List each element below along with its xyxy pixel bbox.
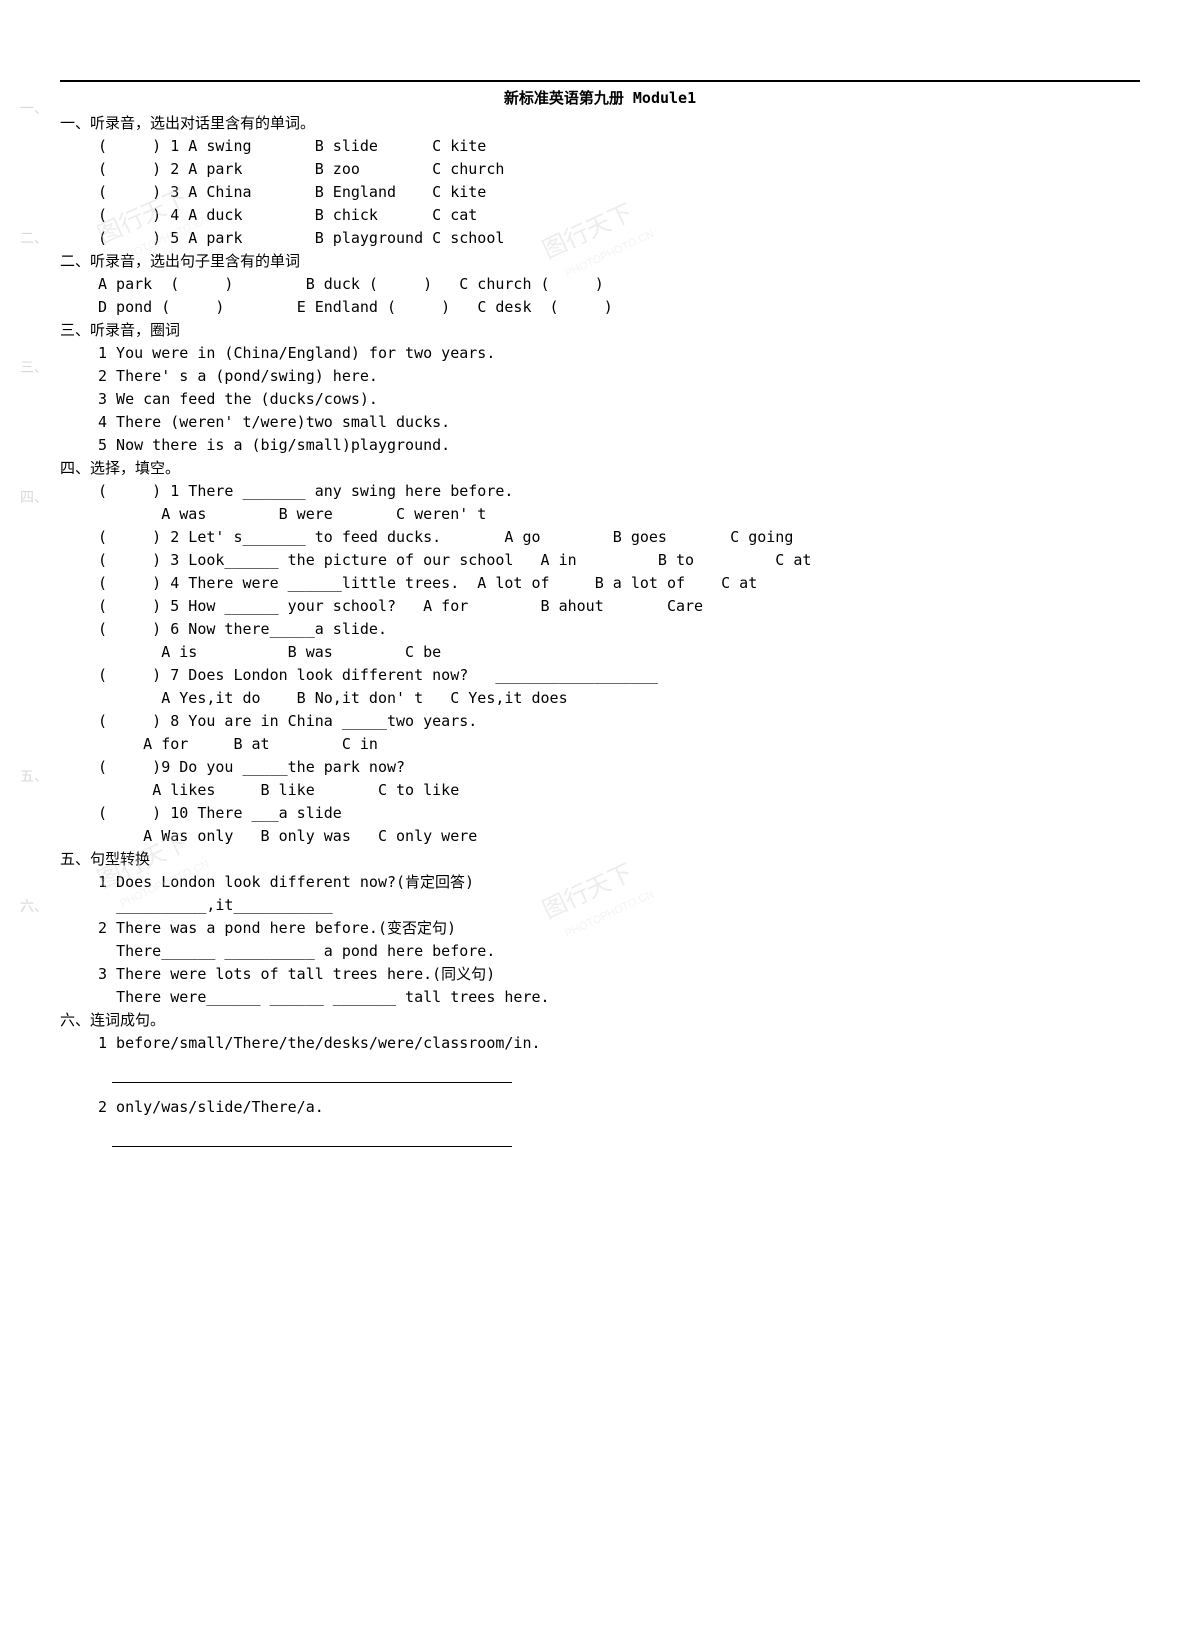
section4-options: A likes B like C to like [98, 780, 1140, 801]
section5-answer-line: There were______ ______ _______ tall tre… [98, 987, 1140, 1008]
sidebar-ghost-markers: 一、 二、 三、 四、 五、 六、 [0, 0, 56, 1649]
sidebar-marker: 三、 [0, 359, 56, 379]
section3-line: 4 There (weren' t/were)two small ducks. [98, 412, 1140, 433]
section-heading-2: 二、听录音，选出句子里含有的单词 [60, 251, 1140, 272]
section4-question: ( ) 7 Does London look different now? __… [98, 665, 1140, 686]
section2-row: A park ( ) B duck ( ) C church ( ) [98, 274, 1140, 295]
section4-options: A is B was C be [98, 642, 1140, 663]
section3-line: 2 There' s a (pond/swing) here. [98, 366, 1140, 387]
section1-row: ( ) 5 A park B playground C school [98, 228, 1140, 249]
section4-options: A for B at C in [98, 734, 1140, 755]
section4-question: ( ) 4 There were ______little trees. A l… [98, 573, 1140, 594]
section4-question: ( ) 10 There ___a slide [98, 803, 1140, 824]
section5-answer-line: __________,it___________ [98, 895, 1140, 916]
section1-row: ( ) 3 A China B England C kite [98, 182, 1140, 203]
section1-row: ( ) 1 A swing B slide C kite [98, 136, 1140, 157]
section-heading-3: 三、听录音，圈词 [60, 320, 1140, 341]
document-title: 新标准英语第九册 Module1 [60, 88, 1140, 109]
section3-line: 1 You were in (China/England) for two ye… [98, 343, 1140, 364]
section4-question: ( ) 2 Let' s_______ to feed ducks. A go … [98, 527, 1140, 548]
section3-line: 3 We can feed the (ducks/cows). [98, 389, 1140, 410]
section3-line: 5 Now there is a (big/small)playground. [98, 435, 1140, 456]
section-heading-1: 一、听录音，选出对话里含有的单词。 [60, 113, 1140, 134]
document-body: 新标准英语第九册 Module1 一、听录音，选出对话里含有的单词。 ( ) 1… [60, 80, 1140, 1153]
section-heading-6: 六、连词成句。 [60, 1010, 1140, 1031]
section-heading-4: 四、选择，填空。 [60, 458, 1140, 479]
sidebar-marker: 五、 [0, 768, 56, 788]
section5-question: 3 There were lots of tall trees here.(同义… [98, 964, 1140, 985]
section4-question: ( ) 6 Now there_____a slide. [98, 619, 1140, 640]
sidebar-marker: 一、 [0, 100, 56, 120]
section-heading-5: 五、句型转换 [60, 849, 1140, 870]
section4-question: ( ) 3 Look______ the picture of our scho… [98, 550, 1140, 571]
sidebar-marker: 四、 [0, 489, 56, 509]
section4-question: ( ) 1 There _______ any swing here befor… [98, 481, 1140, 502]
page-root: 一、 二、 三、 四、 五、 六、 图行天下PHOTOPHOTO.CN 图行天下… [0, 0, 1200, 1649]
section4-question: ( ) 8 You are in China _____two years. [98, 711, 1140, 732]
section4-options: A was B were C weren' t [98, 504, 1140, 525]
section4-question: ( ) 5 How ______ your school? A for B ah… [98, 596, 1140, 617]
answer-rule-line [112, 1132, 1140, 1153]
sidebar-marker: 六、 [0, 898, 56, 918]
section1-row: ( ) 2 A park B zoo C church [98, 159, 1140, 180]
sidebar-marker: 二、 [0, 230, 56, 250]
section2-row: D pond ( ) E Endland ( ) C desk ( ) [98, 297, 1140, 318]
section1-row: ( ) 4 A duck B chick C cat [98, 205, 1140, 226]
section4-options: A Was only B only was C only were [98, 826, 1140, 847]
section5-question: 1 Does London look different now?(肯定回答) [98, 872, 1140, 893]
answer-rule-line [112, 1068, 1140, 1089]
section4-options: A Yes,it do B No,it don' t C Yes,it does [98, 688, 1140, 709]
section6-question: 2 only/was/slide/There/a. [98, 1097, 1140, 1118]
section4-question: ( )9 Do you _____the park now? [98, 757, 1140, 778]
section5-answer-line: There______ __________ a pond here befor… [98, 941, 1140, 962]
section5-question: 2 There was a pond here before.(变否定句) [98, 918, 1140, 939]
section6-question: 1 before/small/There/the/desks/were/clas… [98, 1033, 1140, 1054]
